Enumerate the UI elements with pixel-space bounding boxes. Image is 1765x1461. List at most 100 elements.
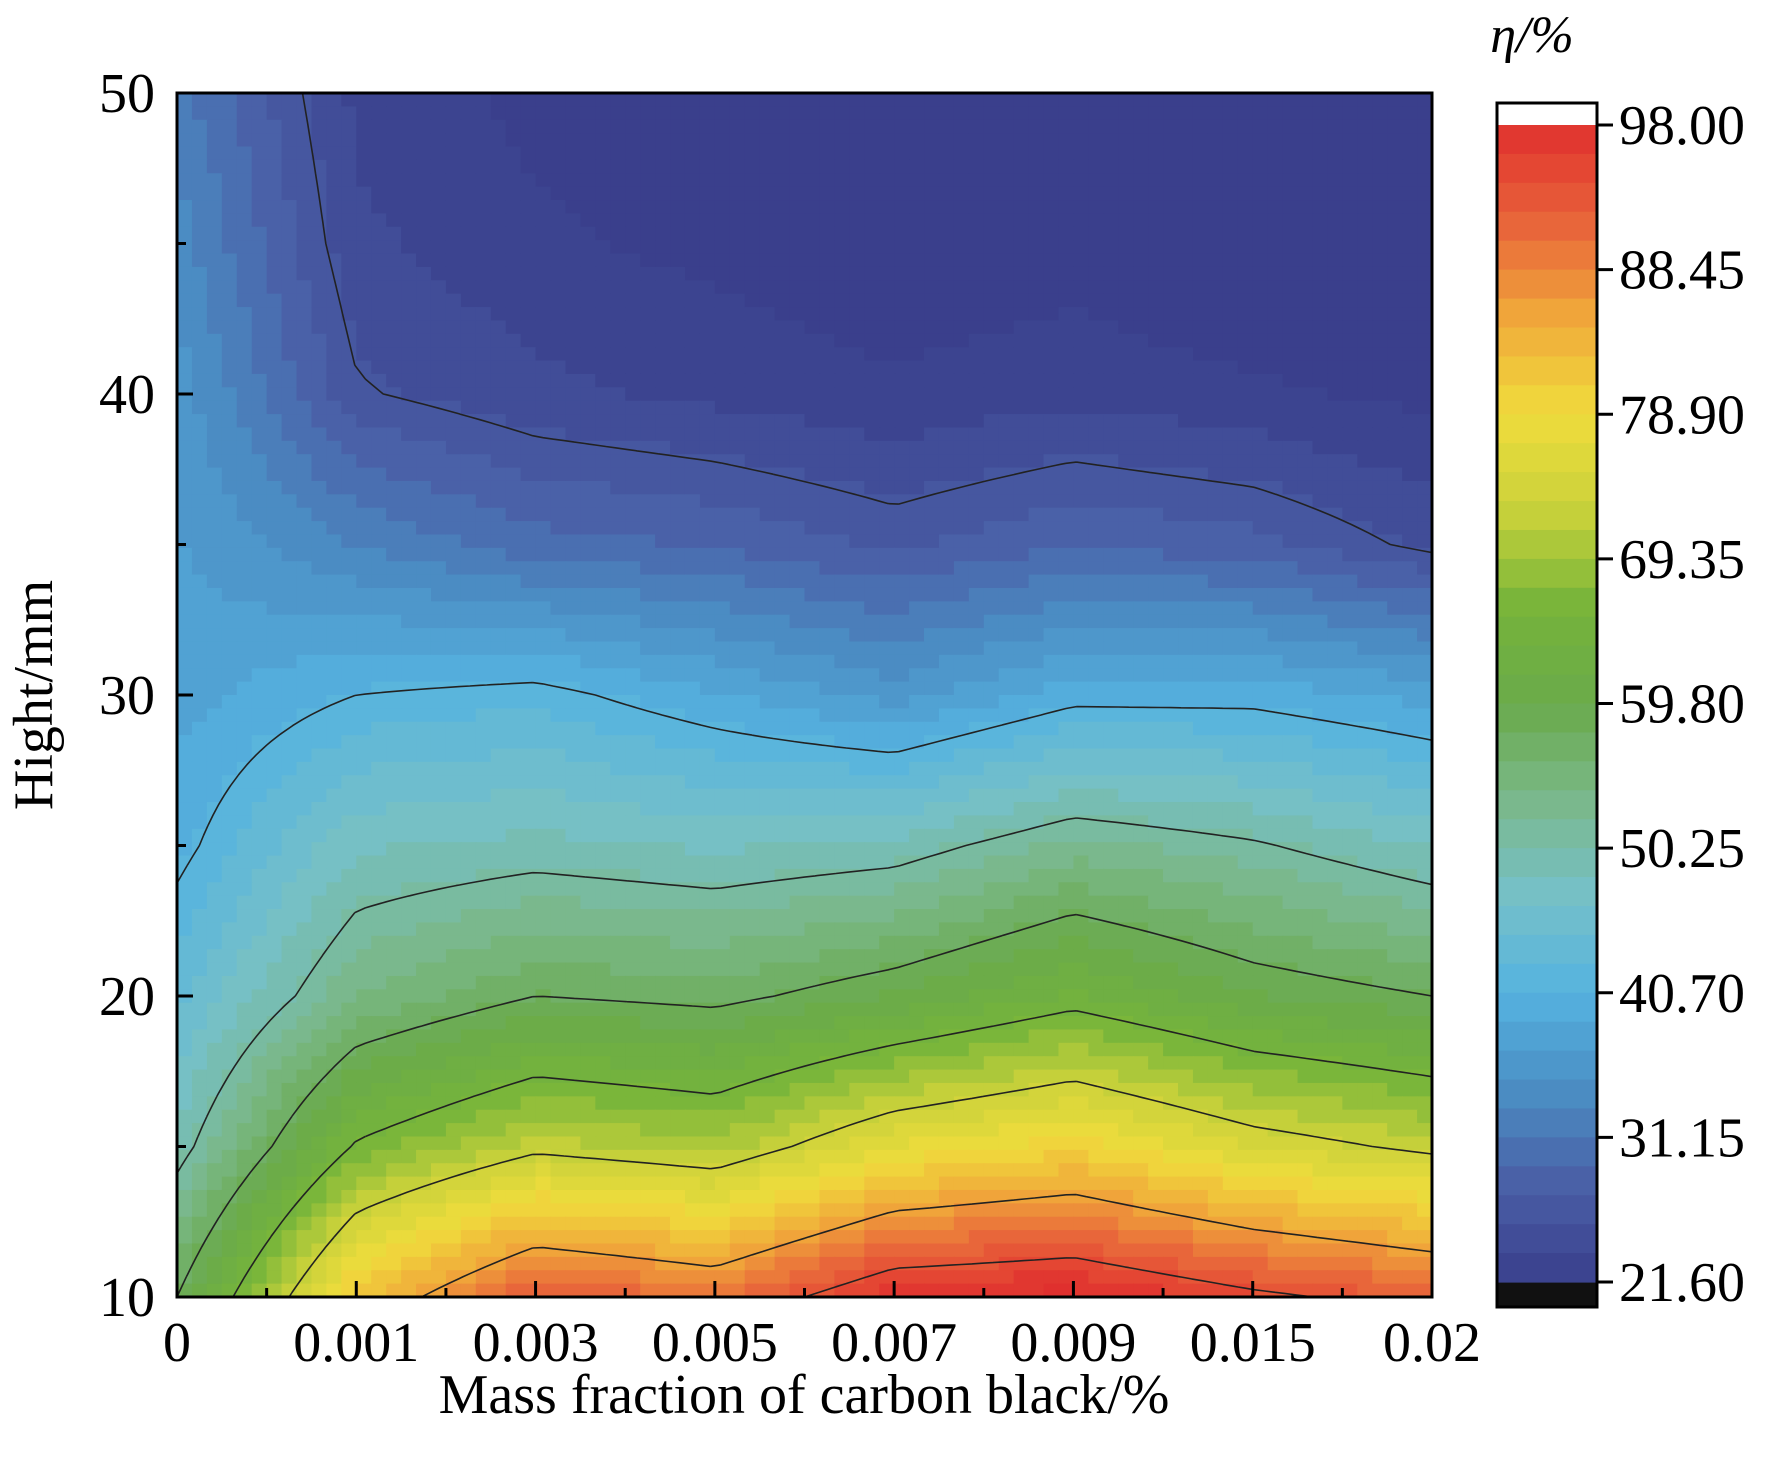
contour-cell [1252,788,1269,803]
contour-cell [535,668,552,683]
contour-cell [1207,133,1224,148]
contour-cell [1237,681,1254,696]
contour-cell [535,93,552,108]
contour-cell [699,748,716,763]
contour-cell [326,320,343,335]
contour-cell [445,708,462,723]
contour-cell [640,387,656,402]
contour-cell [221,467,238,482]
contour-cell [580,882,597,897]
contour-cell [177,119,193,135]
contour-cell [729,226,746,242]
contour-cell [1043,467,1060,482]
contour-cell [1357,133,1374,148]
contour-cell [595,226,612,242]
contour-cell [1342,293,1359,308]
contour-cell [1013,614,1030,630]
contour-cell [251,802,268,817]
contour-cell [1013,788,1030,803]
contour-cell [938,320,955,335]
contour-cell [430,119,447,135]
contour-cell [655,226,671,242]
contour-cell [610,320,627,335]
contour-cell [386,494,403,509]
contour-cell [998,266,1015,282]
contour-cell [953,547,970,563]
contour-cell [356,307,373,322]
contour-cell [894,213,910,228]
contour-cell [714,173,731,188]
contour-cell [1417,387,1432,402]
contour-cell [490,547,507,563]
contour-cell [535,454,552,469]
contour-cell [1402,226,1418,242]
contour-cell [1387,761,1404,777]
contour-cell [819,400,836,415]
contour-cell [1088,440,1105,456]
contour-cell [1312,775,1329,790]
contour-cell [729,93,746,108]
contour-cell [744,414,761,429]
contour-cell [894,146,910,161]
contour-cell [1312,253,1329,268]
contour-cell [998,173,1015,188]
contour-cell [640,307,656,322]
contour-cell [236,186,253,201]
contour-cell [1192,802,1209,817]
contour-cell [968,173,985,188]
contour-cell [1357,414,1374,429]
contour-cell [938,868,955,884]
contour-cell [1013,574,1030,589]
contour-cell [1372,173,1389,188]
contour-cell [909,240,925,255]
contour-cell [699,226,716,242]
contour-cell [177,226,193,242]
contour-cell [1237,387,1254,402]
contour-cell [1357,628,1374,643]
contour-cell [894,320,910,335]
contour-cell [1148,748,1164,763]
contour-cell [1342,775,1359,790]
contour-cell [356,668,373,683]
contour-cell [1118,173,1135,188]
contour-cell [1387,333,1404,349]
contour-cell [386,400,403,415]
contour-cell [909,547,925,563]
contour-cell [714,347,731,362]
contour-cell [401,868,417,884]
contour-cell [894,507,910,522]
contour-cell [834,761,851,777]
contour-cell [894,347,910,362]
contour-cell [206,828,223,844]
contour-cell [759,266,776,282]
contour-cell [1342,347,1359,362]
contour-cell [684,748,701,763]
contour-cell [341,534,358,549]
contour-cell [1222,454,1239,469]
contour-cell [1073,561,1090,576]
contour-cell [1103,454,1120,469]
contour-cell [924,507,940,522]
contour-cell [610,240,627,255]
contour-cell [341,173,358,188]
contour-cell [386,695,403,710]
contour-cell [1267,173,1284,188]
contour-cell [1118,119,1135,135]
contour-cell [670,186,686,201]
contour-cell [1148,280,1164,295]
contour-cell [326,761,343,777]
contour-cell [1043,240,1060,255]
contour-cell [266,561,283,576]
contour-cell [266,333,283,349]
contour-cell [789,521,806,536]
contour-cell [909,146,925,161]
contour-cell [1043,855,1060,870]
contour-cell [1267,668,1284,683]
contour-cell [1178,467,1194,482]
contour-cell [983,695,1000,710]
contour-cell [1192,614,1209,630]
contour-cell [1312,387,1329,402]
contour-cell [1327,547,1344,563]
contour-cell [1282,561,1299,576]
contour-cell [1297,855,1314,870]
